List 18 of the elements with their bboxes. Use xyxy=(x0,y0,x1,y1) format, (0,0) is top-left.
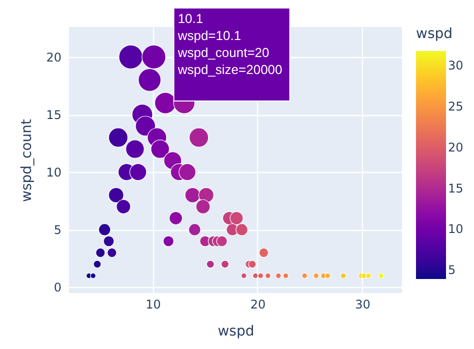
color-bar-label: 20 xyxy=(448,140,464,154)
color-bar-label: 15 xyxy=(448,181,464,196)
x-tick-label: 10 xyxy=(146,298,161,312)
x-axis-title: wspd xyxy=(218,324,254,340)
y-tick-label: 5 xyxy=(54,223,62,238)
y-tick-label: 0 xyxy=(54,280,62,295)
color-bar-title: wspd xyxy=(416,26,453,42)
color-bar-label: 25 xyxy=(448,100,464,114)
color-bar-label: 30 xyxy=(448,58,464,73)
annotation: 10.1 wspd=10.1 wspd_count=20 wspd_size=20000 xyxy=(176,10,282,77)
y-axis-title: wspd_count xyxy=(19,118,36,202)
x-tick-label: 30 xyxy=(355,298,370,312)
y-tick-label: 10 xyxy=(46,166,62,180)
x-tick-label: 20 xyxy=(250,298,266,312)
y-tick-label: 15 xyxy=(46,108,62,122)
color-bar-label: 5 xyxy=(448,263,456,278)
color-bar-label: 10 xyxy=(448,222,464,236)
y-tick-label: 20 xyxy=(46,50,62,64)
